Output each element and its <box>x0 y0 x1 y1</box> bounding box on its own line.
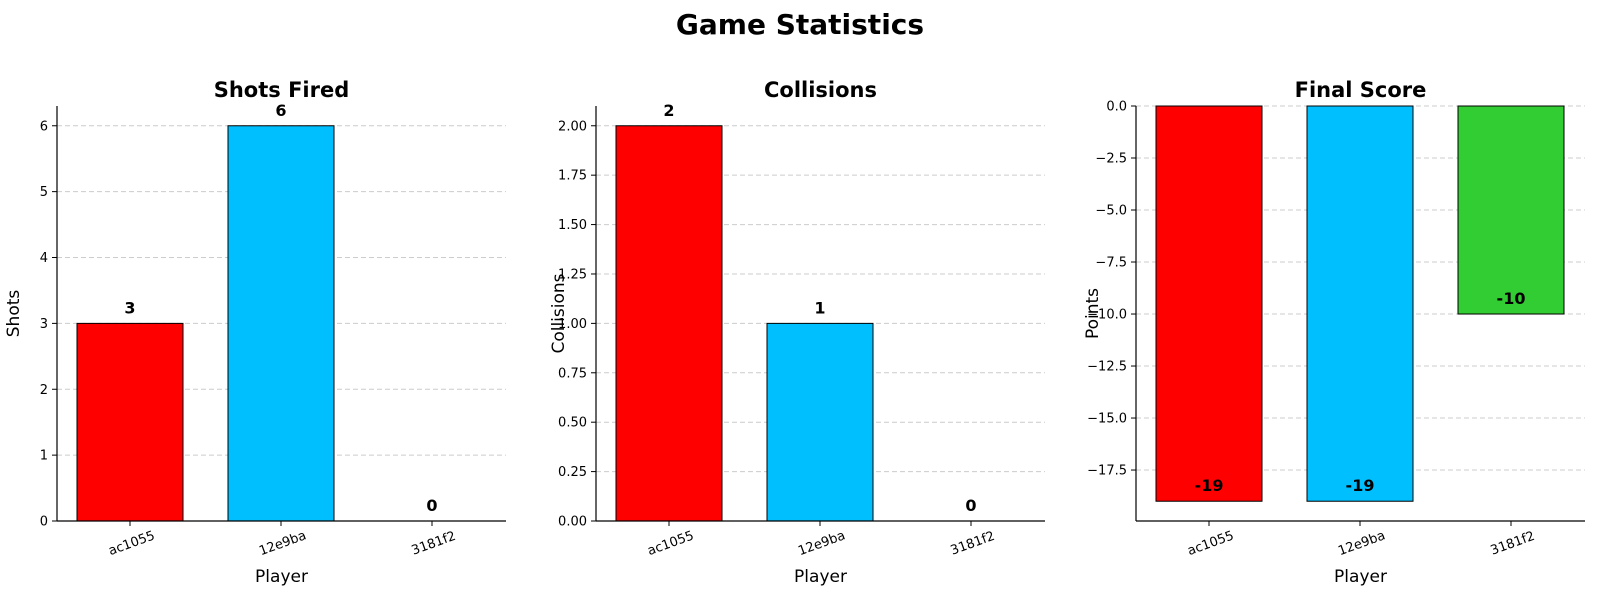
collisions-value-label-12e9ba: 1 <box>814 298 825 317</box>
final-score-ytick-label-7: −17.5 <box>1087 464 1127 479</box>
shots-fired-ytick-label-2: 2 <box>40 383 48 398</box>
shots-fired-xlabel: Player <box>255 567 308 587</box>
final-score-ytick-label-3: −7.5 <box>1095 256 1127 271</box>
final-score-xtick-label-ac1055: ac1055 <box>1186 528 1236 559</box>
shots-fired-value-label-ac1055: 3 <box>124 298 135 317</box>
collisions-xlabel: Player <box>794 567 847 587</box>
figure-title: Game Statistics <box>676 8 924 41</box>
shots-fired-ytick-label-3: 3 <box>40 317 48 332</box>
collisions-ytick-label-7: 1.75 <box>558 169 587 184</box>
final-score-bar-12e9ba <box>1306 105 1414 502</box>
collisions-ytick-label-5: 1.25 <box>558 267 587 282</box>
shots-fired-ytick-label-6: 6 <box>40 119 48 134</box>
collisions-ytick-label-2: 0.50 <box>558 416 587 431</box>
shots-fired-bar-12e9ba <box>227 125 335 522</box>
shots-fired-xtick-label-12e9ba: 12e9ba <box>257 528 308 559</box>
final-score-ytick-label-6: −15.0 <box>1087 412 1127 427</box>
collisions-chart: 2 1 0 0.00 0.25 0.50 0.75 1.00 1.25 1.50 1.75 2.00 a… <box>549 78 1045 587</box>
shots-fired-value-label-12e9ba: 6 <box>275 101 286 120</box>
chart-panels: 3 6 0 0 1 2 3 4 5 6 ac1055 12e9ba 3181f2 Shots Fired P… <box>4 78 1585 587</box>
final-score-value-label-12e9ba: -19 <box>1346 476 1375 495</box>
shots-fired-ytick-label-4: 4 <box>40 251 48 266</box>
shots-fired-value-label-3181f2: 0 <box>426 496 437 515</box>
final-score-ytick-label-1: −2.5 <box>1095 152 1127 167</box>
final-score-bar-3181f2 <box>1457 105 1565 315</box>
shots-fired-xtick-label-ac1055: ac1055 <box>107 528 157 559</box>
collisions-ytick-label-4: 1.00 <box>558 317 587 332</box>
collisions-title: Collisions <box>764 78 877 102</box>
final-score-ytick-label-0: 0.0 <box>1106 100 1127 115</box>
collisions-xtick-label-12e9ba: 12e9ba <box>796 528 847 559</box>
final-score-ylabel: Points <box>1083 288 1103 339</box>
collisions-value-label-3181f2: 0 <box>965 496 976 515</box>
shots-fired-ytick-label-0: 0 <box>40 515 48 530</box>
final-score-title: Final Score <box>1295 78 1427 102</box>
final-score-xlabel: Player <box>1334 567 1387 587</box>
shots-fired-ytick-label-1: 1 <box>40 449 48 464</box>
collisions-bar-12e9ba <box>766 322 874 522</box>
collisions-ytick-label-1: 0.25 <box>558 465 587 480</box>
final-score-xtick-label-12e9ba: 12e9ba <box>1336 528 1387 559</box>
final-score-ytick-label-5: −12.5 <box>1087 360 1127 375</box>
shots-fired-title: Shots Fired <box>214 78 350 102</box>
final-score-chart: -19 -19 -10 0.0 −2.5 −5.0 −7.5 −10.0 −12.5 −15.0 −… <box>1083 78 1585 587</box>
shots-fired-xtick-label-3181f2: 3181f2 <box>410 529 458 559</box>
collisions-ytick-label-3: 0.75 <box>558 366 587 381</box>
collisions-xtick-label-3181f2: 3181f2 <box>949 529 997 559</box>
collisions-value-label-ac1055: 2 <box>663 101 674 120</box>
collisions-ylabel: Collisions <box>549 273 569 353</box>
shots-fired-ytick-label-5: 5 <box>40 185 48 200</box>
collisions-xtick-label-ac1055: ac1055 <box>646 528 696 559</box>
shots-fired-chart: 3 6 0 0 1 2 3 4 5 6 ac1055 12e9ba 3181f2 Shots Fired P… <box>4 78 506 587</box>
final-score-value-label-ac1055: -19 <box>1195 476 1224 495</box>
collisions-ytick-label-6: 1.50 <box>558 218 587 233</box>
shots-fired-ylabel: Shots <box>4 290 24 338</box>
final-score-bar-ac1055 <box>1155 105 1263 502</box>
shots-fired-bar-ac1055 <box>76 322 184 522</box>
collisions-ytick-label-8: 2.00 <box>558 119 587 134</box>
final-score-ytick-label-2: −5.0 <box>1095 204 1127 219</box>
collisions-bar-ac1055 <box>615 125 723 522</box>
final-score-xtick-label-3181f2: 3181f2 <box>1489 529 1537 559</box>
final-score-ytick-label-4: −10.0 <box>1087 308 1127 323</box>
collisions-ytick-label-0: 0.00 <box>558 515 587 530</box>
final-score-value-label-3181f2: -10 <box>1497 289 1526 308</box>
